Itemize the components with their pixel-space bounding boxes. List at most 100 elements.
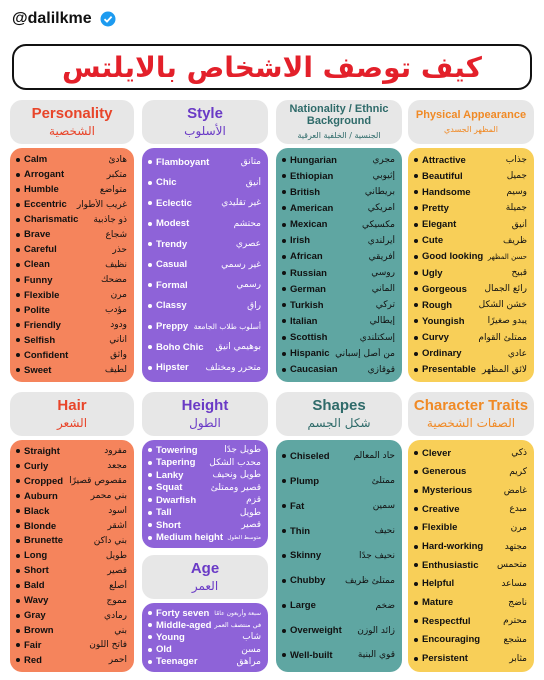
word-ar: أسلوب طلاب الجامعة — [193, 322, 261, 332]
section-body: Towering طويل جدًا Tapering محدب الشكل Lanky… — [142, 440, 268, 548]
word-ar: مبدع — [509, 504, 527, 515]
word-ar: أناني — [109, 335, 127, 346]
bullet — [148, 485, 152, 490]
word-en: Curvy — [422, 332, 449, 344]
word-en: Red — [24, 654, 42, 666]
word-row: Short قصير — [16, 565, 127, 576]
word-row: German ألماني — [282, 284, 395, 295]
bullet — [282, 303, 286, 308]
word-en: Forty seven — [156, 607, 210, 619]
word-row: Ordinary عادي — [414, 348, 527, 359]
section-title-ar: الطول — [189, 416, 221, 431]
word-row: Polite مؤدب — [16, 305, 127, 316]
bullet — [16, 658, 20, 663]
word-en: Beautiful — [422, 170, 463, 182]
word-row: Gorgeous رائع الجمال — [414, 284, 527, 295]
word-en: Flamboyant — [156, 156, 210, 168]
word-ar: نحيف — [374, 526, 395, 537]
word-row: Creative مبدع — [414, 504, 527, 515]
word-row: Curly مجعد — [16, 461, 127, 472]
word-row: Tall طويل — [148, 507, 261, 518]
bullet — [282, 222, 286, 227]
bullet — [414, 287, 418, 292]
word-en: Gray — [24, 610, 46, 622]
word-row: Large ضخم — [282, 600, 395, 611]
word-ar: مثابر — [509, 653, 527, 664]
word-en: Russian — [290, 267, 327, 279]
section-header: Hair الشعر — [10, 392, 134, 436]
word-ar: طويل جدًا — [224, 445, 261, 456]
word-row: British بريطاني — [282, 187, 395, 198]
word-ar: محترم — [503, 616, 527, 627]
bullet — [148, 242, 152, 247]
word-row: Long طويل — [16, 550, 127, 561]
word-ar: ممتلئ ظريف — [344, 575, 395, 586]
word-row: Skinny نحيف جدًا — [282, 550, 395, 561]
word-row: Irish أيرلندي — [282, 235, 395, 246]
section-title-ar: الجنسية / الخلفية العرقية — [297, 130, 381, 140]
word-en: Long — [24, 550, 48, 562]
word-ar: محتشم — [233, 218, 261, 229]
bullet — [282, 628, 286, 633]
section-body: Chiseled حاد المعالم Plump ممتلئ Fat سمين Thin… — [276, 440, 402, 672]
word-en: British — [290, 186, 321, 198]
word-row: Fair فاتح اللون — [16, 640, 127, 651]
word-en: Caucasian — [290, 364, 338, 376]
bullet — [16, 598, 20, 603]
word-ar: قوقازي — [367, 364, 395, 375]
word-ar: حذر — [112, 244, 127, 255]
word-ar: بني محمر — [90, 491, 127, 502]
word-ar: ظريف — [503, 235, 527, 246]
bullet — [282, 174, 286, 179]
section-title-en: Nationality / Ethnic Background — [289, 103, 389, 127]
word-ar: قصير — [241, 520, 261, 531]
word-ar: أشقر — [107, 521, 127, 532]
bullet — [282, 653, 286, 658]
bullet — [148, 623, 152, 628]
word-row: Good looking حسن المظهر — [414, 251, 527, 262]
bullet — [148, 180, 152, 185]
word-row: Flamboyant متأنق — [148, 157, 261, 168]
word-row: Hipster متحرر ومختلف — [148, 362, 261, 373]
word-en: Good looking — [422, 251, 484, 263]
word-row: Encouraging مشجع — [414, 634, 527, 645]
word-en: African — [290, 251, 323, 263]
word-ar: مضحك — [100, 275, 127, 286]
word-en: Straight — [24, 445, 60, 457]
word-row: Overweight زائد الوزن — [282, 625, 395, 636]
word-ar: طويل — [239, 507, 261, 518]
bullet — [148, 345, 152, 350]
word-en: Casual — [156, 259, 188, 271]
word-en: Ethiopian — [290, 170, 334, 182]
bullet — [16, 308, 20, 313]
word-en: Elegant — [422, 219, 457, 231]
bullet — [16, 353, 20, 358]
bullet — [16, 278, 20, 283]
bullet — [148, 498, 152, 503]
word-row: Mature ناضج — [414, 597, 527, 608]
word-row: Eccentric غريب الأطوار — [16, 199, 127, 210]
word-en: Confident — [24, 349, 69, 361]
word-ar: مجعد — [107, 461, 127, 472]
word-en: Fat — [290, 500, 305, 512]
word-ar: إسكتلندي — [359, 332, 395, 343]
word-ar: أيرلندي — [367, 235, 395, 246]
word-en: Humble — [24, 184, 59, 196]
word-ar: أحمر — [108, 655, 127, 666]
word-en: Mexican — [290, 219, 328, 231]
word-row: Flexible مرن — [414, 522, 527, 533]
bullet — [16, 338, 20, 343]
bullet — [414, 271, 418, 276]
word-row: African أفريقي — [282, 251, 395, 262]
bullet — [282, 578, 286, 583]
word-en: Tapering — [156, 457, 196, 469]
word-en: Youngish — [422, 315, 465, 327]
word-ar: إثيوبي — [372, 171, 395, 182]
word-en: Well-built — [290, 649, 333, 661]
bullet — [282, 351, 286, 356]
word-en: Bald — [24, 580, 45, 592]
word-row: Enthusiastic متحمس — [414, 560, 527, 571]
word-ar: راقٍ — [247, 300, 261, 311]
bullet — [16, 613, 20, 618]
